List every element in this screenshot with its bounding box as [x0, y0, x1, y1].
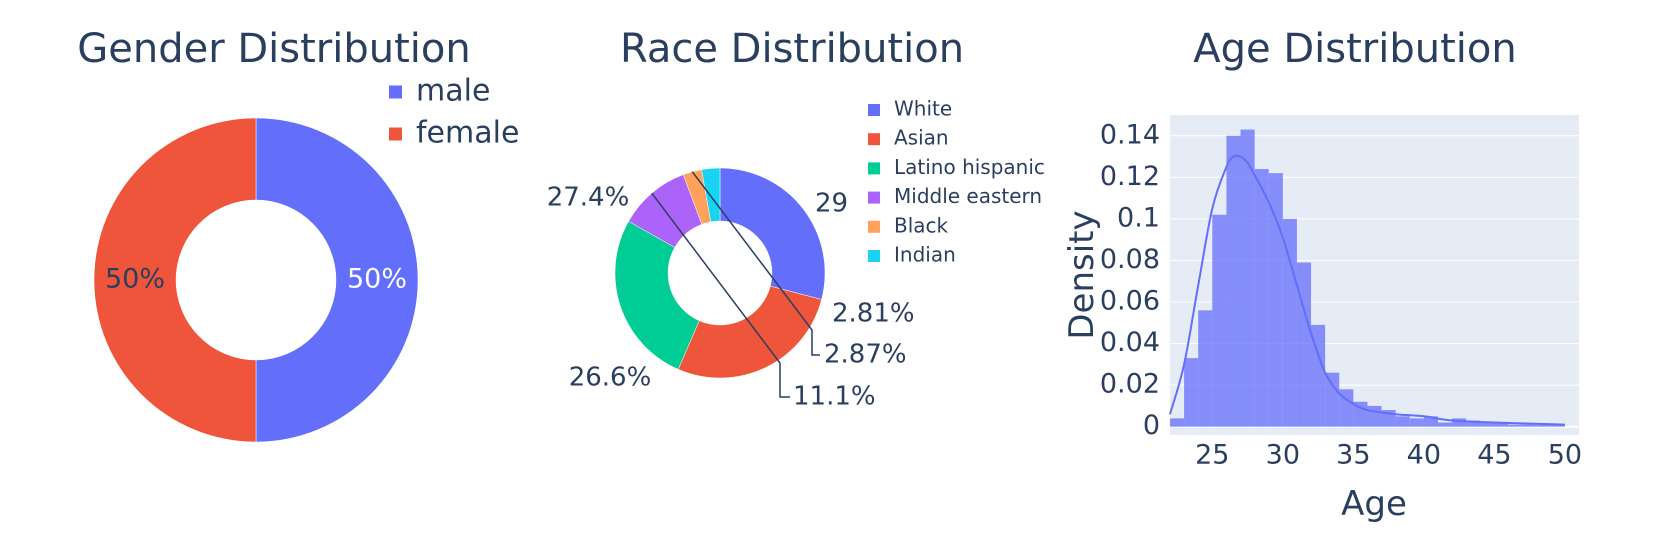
age-bar-21[interactable] — [1466, 420, 1481, 427]
gender-legend-label-1[interactable]: female — [416, 116, 519, 151]
race-slice-label-3: 11.1% — [793, 382, 876, 412]
age-y-axis-label: Density — [1062, 210, 1102, 339]
age-bar-20[interactable] — [1452, 418, 1467, 427]
race-chart-title: Race Distribution — [620, 26, 964, 72]
age-bar-9[interactable] — [1296, 262, 1312, 427]
age-bar-0[interactable] — [1170, 418, 1185, 427]
gender-slices: 50% 50% — [93, 117, 419, 443]
gender-legend: male female — [389, 74, 519, 151]
race-slice-label-1: 27.4% — [547, 183, 630, 213]
gender-legend-swatch-0[interactable] — [389, 85, 402, 99]
age-bar-10[interactable] — [1311, 324, 1326, 427]
race-legend-swatch-2[interactable] — [868, 162, 880, 175]
gender-slice-label-1: 50% — [105, 264, 165, 295]
age-bar-23[interactable] — [1494, 422, 1509, 427]
race-slices: 29 27.4% 26.6% 11.1% 2.87% 2.81% — [547, 167, 915, 412]
age-density-curve — [1169, 154, 1565, 426]
age-x-tick-5: 50 — [1548, 440, 1582, 471]
race-slice-2[interactable] — [614, 221, 700, 370]
race-slice-label-0: 29 — [815, 189, 848, 219]
race-legend-label-0[interactable]: White — [894, 97, 952, 121]
age-bar-27[interactable] — [1550, 424, 1565, 427]
gender-legend-label-0[interactable]: male — [416, 74, 490, 109]
race-legend-swatch-5[interactable] — [868, 250, 880, 262]
age-bar-11[interactable] — [1325, 372, 1340, 427]
race-leader-line-3 — [651, 192, 790, 398]
age-bar-8[interactable] — [1282, 218, 1297, 427]
age-bar-4[interactable] — [1226, 135, 1241, 427]
age-y-tick-5: 0.1 — [1117, 202, 1160, 233]
age-bar-16[interactable] — [1395, 416, 1410, 427]
age-x-tick-3: 40 — [1407, 440, 1441, 471]
gender-legend-swatch-1[interactable] — [389, 127, 402, 141]
gender-chart: Gender Distribution 50% 50% male female — [77, 26, 519, 443]
race-slice-label-4: 2.87% — [824, 340, 907, 370]
race-legend-swatch-3[interactable] — [868, 191, 880, 204]
race-legend: White Asian Latino hispanic Middle eastern B… — [868, 97, 1045, 267]
gender-slice-0[interactable] — [255, 117, 419, 443]
race-slice-5[interactable] — [701, 167, 721, 223]
age-x-tick-1: 30 — [1266, 440, 1300, 471]
age-bar-3[interactable] — [1212, 214, 1227, 427]
age-x-tick-4: 45 — [1477, 440, 1511, 471]
age-y-tick-3: 0.06 — [1100, 286, 1160, 317]
race-leader-line-4 — [691, 171, 820, 356]
gender-slice-label-0: 50% — [347, 264, 407, 295]
age-bar-22[interactable] — [1480, 422, 1495, 427]
age-bar-5[interactable] — [1240, 129, 1255, 427]
race-legend-label-5[interactable]: Indian — [894, 243, 956, 267]
race-chart: Race Distribution 29 27.4% 26.6% 11.1% 2.87%… — [547, 26, 1045, 412]
age-bar-2[interactable] — [1198, 310, 1213, 427]
age-y-tick-labels: 0 0.02 0.04 0.06 0.08 0.1 0.12 0.14 — [1100, 119, 1160, 441]
age-bar-26[interactable] — [1536, 424, 1551, 427]
age-chart: Age Distribution 25 30 35 40 45 50 00.020.040… — [1062, 26, 1582, 524]
race-legend-swatch-0[interactable] — [868, 104, 880, 116]
race-legend-label-3[interactable]: Middle eastern — [894, 184, 1042, 208]
age-x-tick-labels: 25 30 35 40 45 50 — [1195, 440, 1582, 471]
race-slice-0[interactable] — [719, 167, 826, 300]
age-bar-1[interactable] — [1184, 358, 1199, 427]
race-legend-label-1[interactable]: Asian — [894, 126, 949, 150]
age-y-tick-0: 0 — [1143, 410, 1160, 441]
age-y-tick-7: 0.14 — [1100, 119, 1160, 150]
age-y-tick-1: 0.02 — [1100, 369, 1160, 400]
race-slice-1[interactable] — [677, 285, 822, 379]
race-legend-swatch-1[interactable] — [868, 133, 880, 146]
age-bar-14[interactable] — [1367, 405, 1382, 427]
age-bar-19[interactable] — [1437, 422, 1453, 427]
age-bar-6[interactable] — [1254, 169, 1269, 427]
age-bar-24[interactable] — [1508, 424, 1523, 427]
age-bar-12[interactable] — [1339, 389, 1354, 427]
age-y-tick-6: 0.12 — [1100, 161, 1160, 192]
age-bar-17[interactable] — [1409, 418, 1424, 427]
age-x-tick-0: 25 — [1195, 440, 1229, 471]
race-legend-label-2[interactable]: Latino hispanic — [894, 155, 1045, 179]
age-histogram-bars — [1170, 129, 1565, 427]
age-bar-25[interactable] — [1522, 424, 1537, 427]
race-slice-label-5: 2.81% — [832, 299, 915, 329]
age-y-tick-2: 0.04 — [1100, 327, 1160, 358]
race-legend-label-4[interactable]: Black — [894, 213, 949, 237]
age-x-axis-label: Age — [1341, 484, 1407, 524]
race-slice-label-2: 26.6% — [569, 363, 652, 393]
race-legend-swatch-4[interactable] — [868, 220, 880, 233]
age-bar-18[interactable] — [1423, 416, 1438, 427]
age-y-tick-4: 0.08 — [1100, 244, 1160, 275]
age-bar-7[interactable] — [1268, 173, 1283, 427]
age-x-tick-2: 35 — [1336, 440, 1370, 471]
age-chart-title: Age Distribution — [1193, 26, 1516, 72]
gender-slice-1[interactable] — [93, 117, 257, 443]
gender-chart-title: Gender Distribution — [77, 26, 470, 72]
